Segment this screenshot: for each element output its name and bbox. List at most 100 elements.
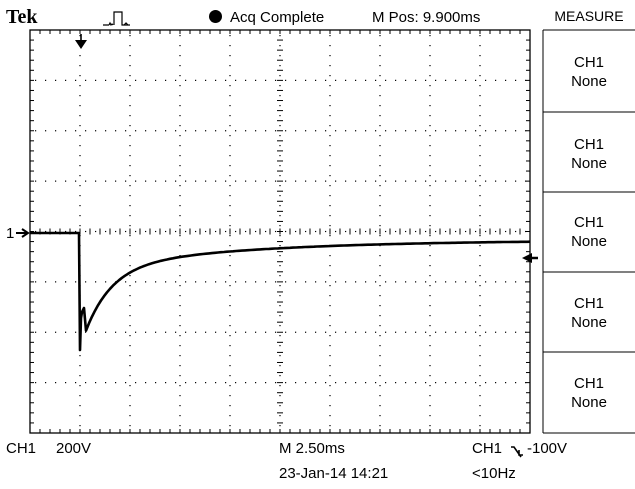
- grid-dot: [379, 405, 381, 407]
- grid-dot: [145, 180, 147, 182]
- grid-dot: [295, 180, 297, 182]
- grid-dot: [129, 425, 131, 427]
- grid-dot: [329, 375, 331, 377]
- measure-button-2[interactable]: CH1 None: [546, 135, 632, 173]
- measure-button-4-type: None: [571, 314, 607, 331]
- grid-dot: [235, 180, 237, 182]
- grid-dot: [395, 130, 397, 132]
- measure-button-5[interactable]: CH1 None: [546, 374, 632, 412]
- grid-dot: [455, 230, 457, 233]
- grid-dot: [129, 135, 131, 137]
- grid-dot: [279, 55, 281, 57]
- grid-dot: [465, 331, 467, 333]
- grid-dot: [135, 79, 137, 81]
- grid-dot: [379, 75, 381, 77]
- grid-dot: [305, 79, 307, 81]
- grid-dot: [45, 79, 47, 81]
- grid-dot: [329, 55, 331, 57]
- grid-dot: [179, 285, 181, 287]
- measure-button-1-type: None: [571, 73, 607, 90]
- grid-dot: [375, 331, 377, 333]
- grid-dot: [79, 95, 81, 97]
- grid-dot: [505, 382, 507, 384]
- grid-dot: [329, 135, 331, 137]
- grid-dot: [85, 79, 87, 81]
- grid-dot: [229, 65, 231, 67]
- grid-dot: [79, 405, 81, 407]
- grid-dot: [179, 345, 181, 347]
- grid-dot: [179, 275, 181, 277]
- grid-dot: [245, 180, 247, 182]
- grid-dot: [279, 405, 281, 407]
- grid-dot: [305, 180, 307, 182]
- grid-dot: [55, 180, 57, 182]
- measure-button-1[interactable]: CH1 None: [546, 53, 632, 91]
- grid-dot: [345, 230, 347, 233]
- measure-button-5-type: None: [571, 394, 607, 411]
- grid-dot: [229, 405, 231, 407]
- measure-button-4[interactable]: CH1 None: [546, 294, 632, 332]
- grid-dot: [255, 230, 257, 233]
- grid-dot: [135, 281, 137, 283]
- grid-dot: [105, 382, 107, 384]
- grid-dot: [435, 130, 437, 132]
- grid-dot: [379, 385, 381, 387]
- grid-dot: [129, 405, 131, 407]
- grid-dot: [429, 195, 431, 197]
- grid-dot: [429, 305, 431, 307]
- grid-dot: [455, 130, 457, 132]
- grid-dot: [145, 382, 147, 384]
- grid-dot: [485, 382, 487, 384]
- grid-dot: [105, 180, 107, 182]
- grid-dot: [479, 65, 481, 67]
- grid-dot: [345, 281, 347, 283]
- grid-dot: [229, 45, 231, 47]
- grid-dot: [379, 195, 381, 197]
- grid-dot: [55, 230, 57, 233]
- grid-dot: [329, 45, 331, 47]
- grid-dot: [329, 75, 331, 77]
- grid-dot: [45, 331, 47, 333]
- grid-dot: [129, 125, 131, 127]
- grid-dot: [129, 155, 131, 157]
- grid-dot: [129, 215, 131, 217]
- grid-dot: [195, 130, 197, 132]
- grid-dot: [425, 382, 427, 384]
- grid-dot: [325, 281, 327, 283]
- grid-dot: [475, 180, 477, 182]
- grid-dot: [379, 345, 381, 347]
- grid-dot: [479, 155, 481, 157]
- grid-dot: [479, 55, 481, 57]
- grid-dot: [185, 331, 187, 333]
- grid-dot: [279, 155, 281, 157]
- grid-dot: [279, 345, 281, 347]
- grid-dot: [425, 230, 427, 233]
- grid-dot: [465, 130, 467, 132]
- grid-dot: [479, 95, 481, 97]
- grid-dot: [185, 281, 187, 283]
- measure-button-3[interactable]: CH1 None: [546, 213, 632, 251]
- grid-dot: [255, 180, 257, 182]
- grid-dot: [435, 331, 437, 333]
- grid-dot: [379, 35, 381, 37]
- grid-dot: [129, 235, 131, 237]
- grid-dot: [129, 265, 131, 267]
- grid-dot: [175, 281, 177, 283]
- grid-dot: [229, 365, 231, 367]
- grid-dot: [315, 281, 317, 283]
- grid-dot: [345, 382, 347, 384]
- grid-dot: [115, 79, 117, 81]
- grid-dot: [379, 115, 381, 117]
- grid-dot: [195, 230, 197, 233]
- grid-dot: [155, 382, 157, 384]
- grid-dot: [479, 305, 481, 307]
- grid-dot: [475, 230, 477, 233]
- grid-dot: [365, 382, 367, 384]
- grid-dot: [229, 305, 231, 307]
- grid-dot: [475, 79, 477, 81]
- grid-dot: [279, 255, 281, 257]
- grid-dot: [345, 130, 347, 132]
- grid-dot: [279, 335, 281, 337]
- grid-dot: [279, 115, 281, 117]
- grid-dot: [265, 130, 267, 132]
